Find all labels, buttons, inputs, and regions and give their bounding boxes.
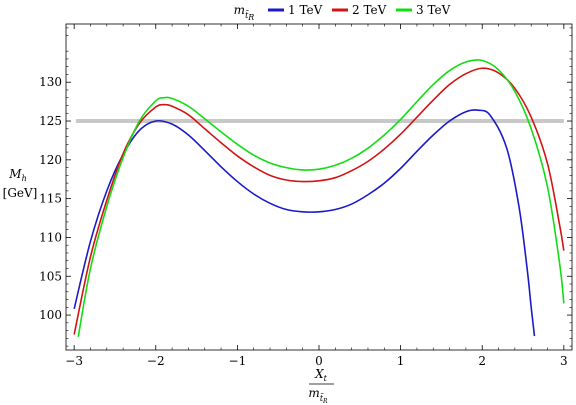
x-axis: −3 −2 −1 0 1 2 3 <box>65 24 568 368</box>
x-tick-label: 1 <box>397 354 405 368</box>
y-tick-label: 125 <box>39 114 62 128</box>
legend-title: mt̃R <box>234 3 255 22</box>
y-tick-label: 115 <box>39 192 62 206</box>
y-tick-label: 105 <box>39 269 62 283</box>
y-tick-label: 120 <box>39 153 62 167</box>
legend-items: 1 TeV 2 TeV 3 TeV <box>268 3 451 17</box>
x-tick-label: 3 <box>560 354 568 368</box>
y-axis-label: Mh [GeV] <box>3 167 38 200</box>
svg-text:Mh: Mh <box>8 167 26 183</box>
x-tick-label: −1 <box>229 354 247 368</box>
legend: mt̃R 1 TeV 2 TeV 3 TeV <box>234 3 451 22</box>
legend-label-2: 2 TeV <box>352 3 387 17</box>
y-tick-label: 130 <box>39 75 62 89</box>
x-tick-label: −3 <box>65 354 83 368</box>
x-tick-label: −2 <box>147 354 165 368</box>
svg-text:Xt: Xt <box>314 367 328 383</box>
y-tick-label: 110 <box>39 230 62 244</box>
x-tick-label: 0 <box>315 354 323 368</box>
series-layer <box>73 59 565 337</box>
y-tick-label: 100 <box>39 308 62 322</box>
plot-frame <box>65 23 573 351</box>
x-tick-label: 2 <box>478 354 486 368</box>
legend-label-1: 1 TeV <box>288 3 323 17</box>
series-line-1 <box>73 109 536 337</box>
x-axis-label: Xt mt̃R <box>308 367 334 405</box>
svg-text:[GeV]: [GeV] <box>3 186 38 200</box>
y-axis: 100 105 110 115 120 125 130 <box>39 27 572 347</box>
legend-label-3: 3 TeV <box>416 3 451 17</box>
series-line-2 <box>73 67 565 335</box>
series-line-3 <box>77 59 565 337</box>
svg-text:mt̃R: mt̃R <box>308 386 328 405</box>
